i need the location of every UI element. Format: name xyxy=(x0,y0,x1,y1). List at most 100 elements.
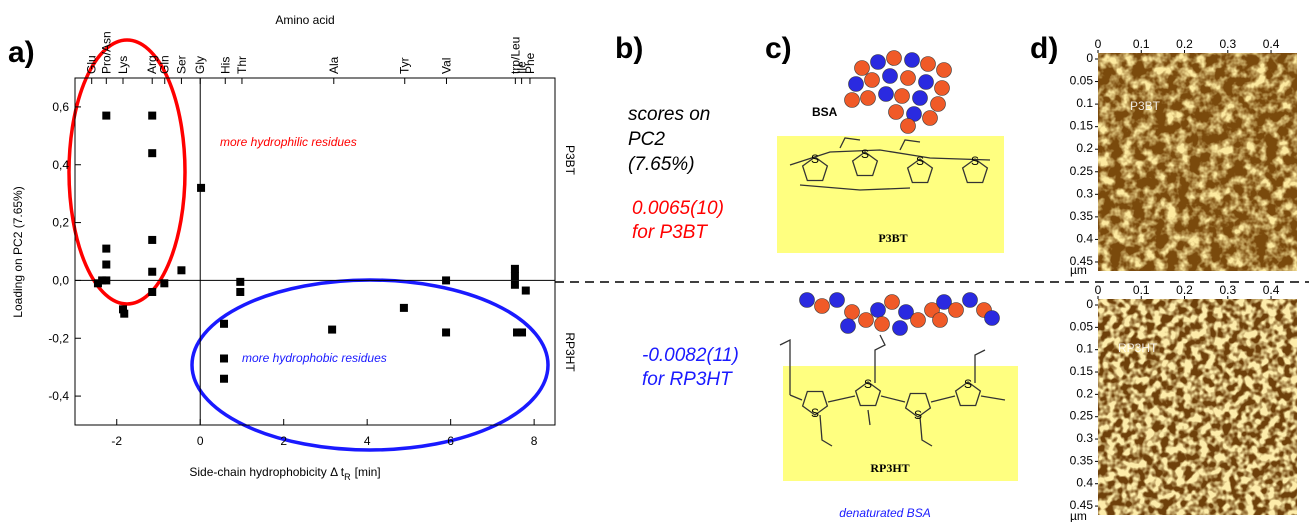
residue xyxy=(936,294,952,310)
residue xyxy=(984,310,1000,326)
afm-y-tick-label: 0.15 xyxy=(1070,364,1094,378)
residue xyxy=(930,96,946,112)
residue xyxy=(962,292,978,308)
top-tick-label: Pro/Asn xyxy=(99,31,113,74)
thiophene-ring xyxy=(961,158,989,184)
x-axis-title-unit: [min] xyxy=(355,465,381,479)
top-axis-title: Amino acid xyxy=(275,13,334,27)
thiophene-ring xyxy=(854,381,882,407)
thiophene-ring xyxy=(906,158,934,184)
top-tick-label: Ala xyxy=(327,56,341,74)
residue xyxy=(870,302,886,318)
data-point xyxy=(513,328,522,337)
scores-text: PC2 xyxy=(628,129,665,150)
residue xyxy=(904,52,920,68)
y-tick-label: 0,0 xyxy=(52,273,69,287)
residue xyxy=(932,312,948,328)
polymer-label: RP3HT xyxy=(870,461,909,475)
afm-x-tick-label: 0.3 xyxy=(1219,283,1236,297)
residue xyxy=(910,312,926,328)
residue xyxy=(864,72,880,88)
x-tick-label: 4 xyxy=(364,434,371,448)
afm-x-tick-label: 0.2 xyxy=(1176,283,1193,297)
panel-label: a) xyxy=(8,36,35,69)
top-tick-label: Tyr xyxy=(398,57,412,74)
polymer-chains xyxy=(779,137,1006,447)
residue xyxy=(920,56,936,72)
data-point xyxy=(98,276,107,285)
p3bt-film xyxy=(777,136,1004,253)
afm-label: RP3HT xyxy=(1118,341,1158,355)
data-point xyxy=(119,305,127,314)
afm-y-tick-label: 0.2 xyxy=(1076,386,1093,400)
data-point xyxy=(328,325,337,334)
data-point xyxy=(148,235,157,244)
annotation: more hydrophobic residues xyxy=(242,351,387,365)
afm-x-tick-label: 0 xyxy=(1095,283,1102,297)
data-point xyxy=(236,277,245,286)
top-tick-label: Arg xyxy=(145,55,159,74)
data-point xyxy=(148,111,157,120)
score-p3bt: for P3BT xyxy=(632,222,708,243)
residue xyxy=(840,318,856,334)
sulfur-label: S xyxy=(861,147,869,161)
sulfur-label: S xyxy=(811,152,819,166)
annotation: more hydrophilic residues xyxy=(220,135,357,149)
score-p3bt: 0.0065(10) xyxy=(632,198,724,219)
panel-label: c) xyxy=(765,32,792,65)
data-point xyxy=(220,319,229,328)
thiophene-ring xyxy=(801,156,829,182)
afm-texture xyxy=(1098,299,1297,515)
afm-texture xyxy=(1098,53,1297,271)
afm-y-tick-label: 0.05 xyxy=(1070,74,1094,88)
x-tick-label: -2 xyxy=(111,434,122,448)
data-point xyxy=(236,287,245,296)
data-point xyxy=(102,260,111,269)
afm-y-tick-label: 0.05 xyxy=(1070,319,1094,333)
y-tick-label: -0,4 xyxy=(48,389,69,403)
residue xyxy=(848,76,864,92)
data-point xyxy=(510,280,519,289)
data-point xyxy=(220,354,229,363)
polymer-label: P3BT xyxy=(878,231,907,245)
data-point xyxy=(220,374,229,383)
bsa-label: BSA xyxy=(812,105,838,119)
top-tick-label: Lys xyxy=(116,56,130,74)
residue xyxy=(918,74,934,90)
top-tick-label: Ser xyxy=(174,55,188,74)
panel-label: d) xyxy=(1030,32,1058,65)
data-point xyxy=(399,303,408,312)
sulfur-label: S xyxy=(916,154,924,168)
data-point xyxy=(177,266,186,275)
residue xyxy=(886,50,902,66)
score-rp3ht: for RP3HT xyxy=(642,369,733,390)
top-tick-label: Phe xyxy=(523,52,537,74)
x-tick-label: 2 xyxy=(280,434,287,448)
residue xyxy=(799,292,815,308)
data-point xyxy=(102,244,111,253)
top-tick-label: Ile xyxy=(515,61,529,74)
panel-label: b) xyxy=(615,32,643,65)
side-chain xyxy=(789,137,991,191)
rp3ht-film xyxy=(783,366,1018,481)
top-tick-label: Gln xyxy=(158,55,172,74)
data-point xyxy=(102,276,111,285)
residue xyxy=(858,312,874,328)
data-point xyxy=(442,328,451,337)
afm-y-tick-label: 0.45 xyxy=(1070,254,1094,268)
sulfur-label: S xyxy=(914,408,922,422)
residue xyxy=(898,304,914,320)
residue xyxy=(900,70,916,86)
afm-y-tick-label: 0.45 xyxy=(1070,498,1094,512)
top-tick-label: His xyxy=(218,57,232,74)
y-tick-label: 0,6 xyxy=(52,100,69,114)
afm-y-tick-label: 0.15 xyxy=(1070,119,1094,133)
bsa-folded xyxy=(844,50,952,134)
x-axis-title-main: Side-chain hydrophobicity Δ t xyxy=(189,465,344,479)
thiophene-ring xyxy=(851,151,879,177)
top-tick-label: Thr xyxy=(235,56,249,74)
side-label: RP3HT xyxy=(563,332,577,372)
data-point xyxy=(442,276,451,285)
unit-label: µm xyxy=(1070,509,1087,522)
